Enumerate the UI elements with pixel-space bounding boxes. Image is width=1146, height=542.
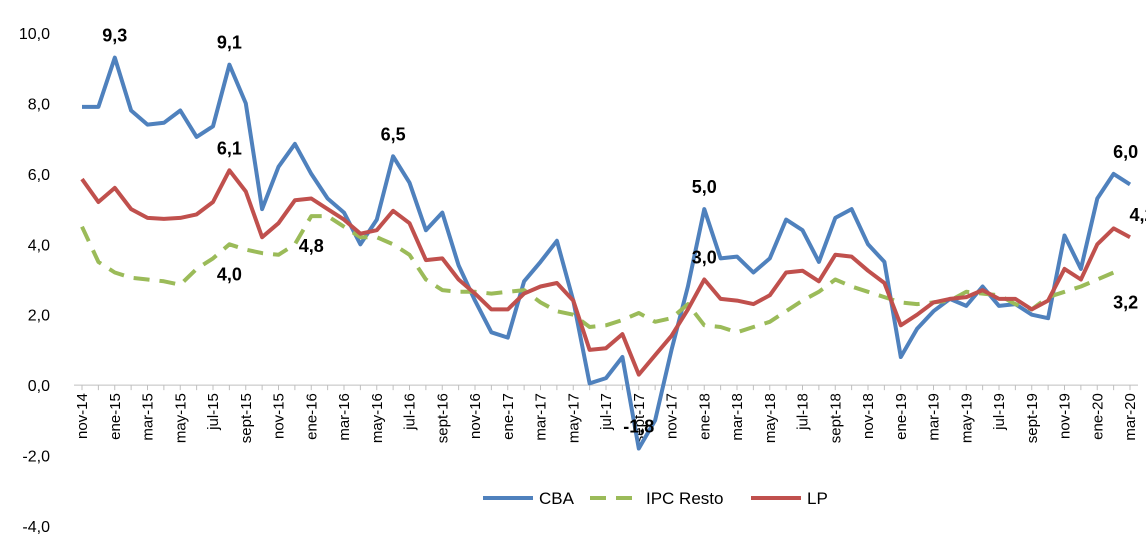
x-tick-label: nov-19	[1057, 393, 1074, 439]
data-label: 9,1	[217, 33, 242, 53]
x-tick-label: may-17	[565, 393, 582, 443]
data-label: -1,8	[623, 417, 654, 437]
x-tick-label: mar-19	[926, 393, 943, 441]
data-label: 4,0	[217, 264, 242, 284]
x-tick-label: ene-17	[500, 393, 517, 440]
x-tick-label: may-19	[958, 393, 975, 443]
x-tick-label: jul-15	[205, 393, 222, 431]
y-tick-label: 8,0	[28, 96, 50, 113]
x-tick-label: ene-20	[1089, 393, 1106, 440]
data-label: 9,3	[102, 26, 127, 46]
legend-label: CBA	[539, 489, 575, 508]
y-tick-label: 2,0	[28, 308, 50, 325]
x-tick-label: nov-14	[74, 393, 91, 439]
y-tick-label: 6,0	[28, 167, 50, 184]
x-tick-label: ene-19	[893, 393, 910, 440]
x-tick-label: mar-18	[729, 393, 746, 441]
data-label: 6,0	[1113, 142, 1138, 162]
y-tick-label: 0,0	[28, 378, 50, 395]
x-tick-label: may-18	[762, 393, 779, 443]
legend-label: LP	[807, 489, 828, 508]
x-tick-label: jul-18	[795, 393, 812, 431]
x-tick-label: sept-15	[238, 393, 255, 443]
x-tick-label: mar-15	[140, 393, 157, 441]
x-tick-label: ene-18	[696, 393, 713, 440]
x-tick-label: jul-19	[991, 393, 1008, 431]
x-tick-label: jul-16	[402, 393, 419, 431]
x-tick-label: nov-16	[467, 393, 484, 439]
data-label: 3,2	[1113, 292, 1138, 312]
y-tick-label: 4,0	[28, 237, 50, 254]
data-label: 6,5	[381, 124, 406, 144]
series-line	[82, 55, 1132, 451]
data-label: 4,2	[1129, 205, 1146, 225]
y-tick-label: 10,0	[19, 26, 50, 43]
x-tick-label: nov-18	[860, 393, 877, 439]
x-tick-label: mar-16	[336, 393, 353, 441]
x-tick-label: may-15	[172, 393, 189, 443]
data-label: 4,8	[299, 236, 324, 256]
x-tick-label: ene-16	[303, 393, 320, 440]
x-tick-label: ene-15	[107, 393, 124, 440]
x-tick-label: sept-16	[434, 393, 451, 443]
y-tick-label: -2,0	[22, 449, 50, 466]
legend-label: IPC Resto	[646, 489, 723, 508]
x-tick-label: mar-20	[1122, 393, 1139, 441]
data-label: 5,0	[692, 177, 717, 197]
x-tick-label: nov-17	[664, 393, 681, 439]
data-label: 3,0	[692, 248, 717, 268]
series-line	[80, 168, 1131, 377]
x-tick-label: sept-19	[1024, 393, 1041, 443]
x-tick-label: jul-17	[598, 393, 615, 431]
y-tick-label: -4,0	[22, 519, 50, 536]
x-tick-label: mar-17	[533, 393, 550, 441]
x-tick-label: nov-15	[271, 393, 288, 439]
data-label: 6,1	[217, 138, 242, 158]
x-tick-label: may-16	[369, 393, 386, 443]
x-tick-label: sept-18	[827, 393, 844, 443]
